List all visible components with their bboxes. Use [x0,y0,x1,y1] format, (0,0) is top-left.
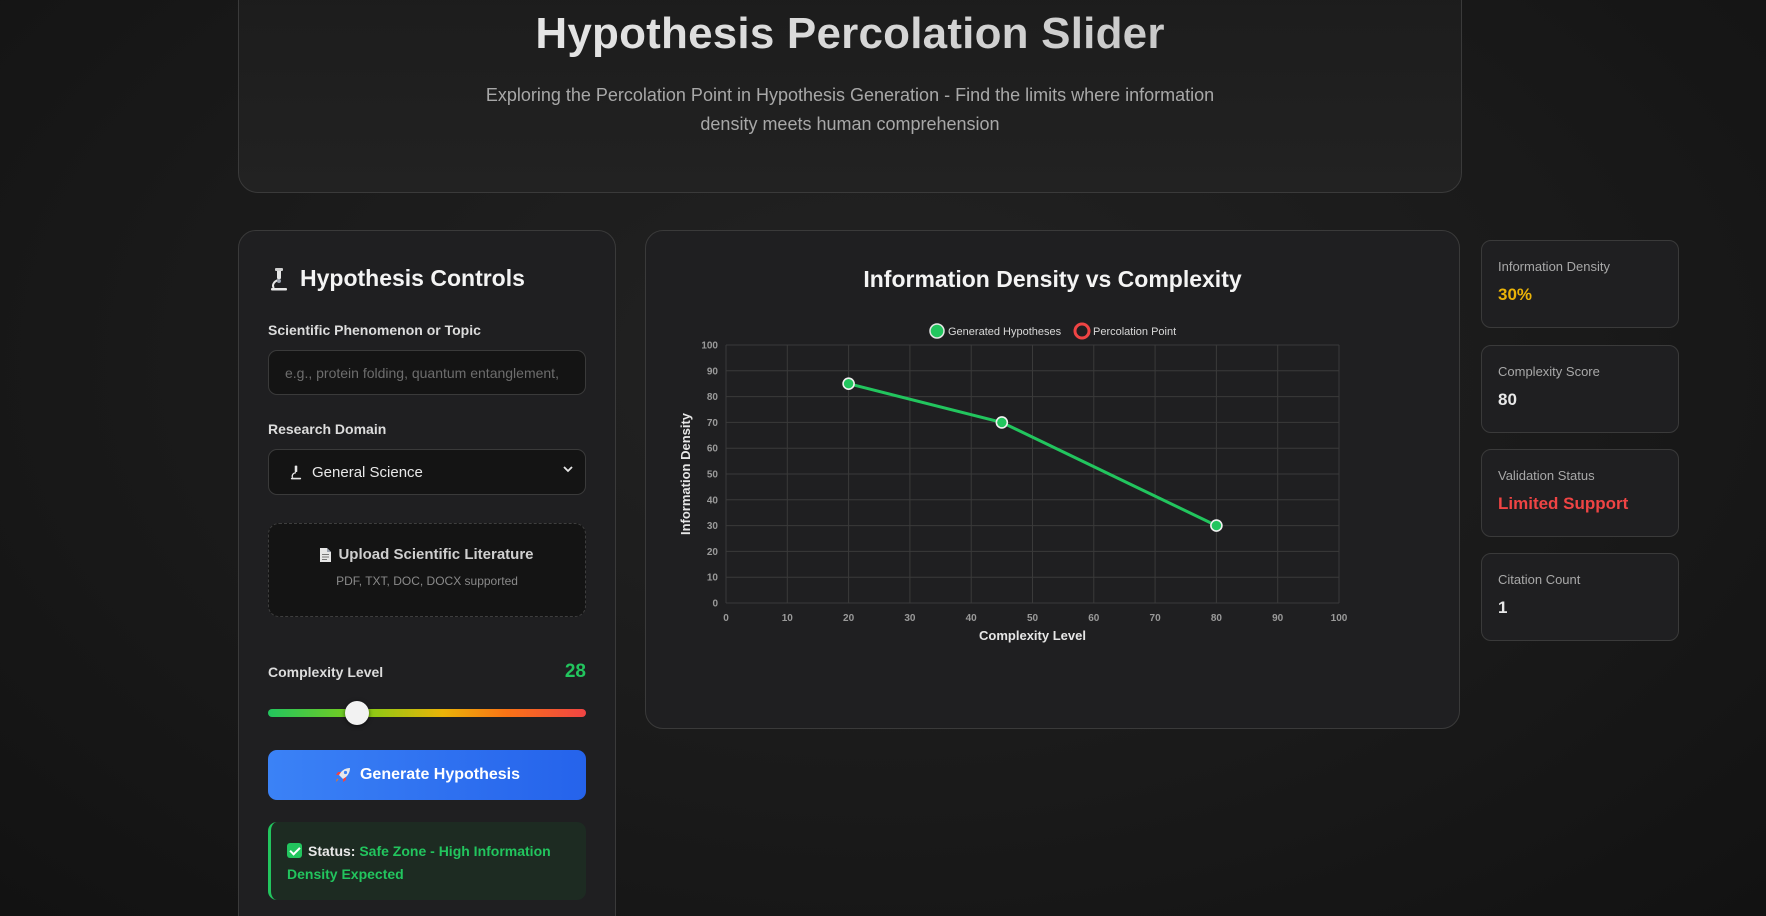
header-card: Hypothesis Percolation Slider Exploring … [238,0,1462,193]
y-axis-label: Information Density [678,412,693,535]
complexity-value: 28 [564,661,586,682]
x-tick-label: 20 [843,613,855,624]
chevron-down-icon [563,466,573,473]
domain-label: Research Domain [268,421,387,437]
legend-label: Percolation Point [1093,326,1176,338]
page-subtitle: Exploring the Percolation Point in Hypot… [485,85,1215,134]
check-icon [287,843,302,858]
page-title: Hypothesis Percolation Slider [239,9,1461,59]
stat-complexity-score: Complexity Score 80 [1481,345,1679,433]
stat-citation-count: Citation Count 1 [1481,553,1679,641]
y-tick-label: 90 [707,366,719,377]
chart-svg: 0 10 20 30 40 50 60 70 80 90 100 0 10 20 30 40 50 60 70 80 9… [678,322,1348,643]
generate-button-label: Generate Hypothesis [359,766,521,783]
x-tick-label: 0 [723,613,729,624]
stat-value: 80 [1498,390,1517,409]
y-tick-label: 100 [701,341,718,352]
chart-card: Information Density vs Complexity 0 10 20 3… [645,230,1460,729]
stat-validation-status: Validation Status Limited Support [1481,449,1679,537]
stat-information-density: Information Density 30% [1481,240,1679,328]
x-tick-label: 50 [1027,613,1039,624]
y-tick-label: 60 [707,444,719,455]
document-icon [320,547,332,562]
rocket-icon [335,768,350,782]
complexity-row: Complexity Level 28 [268,661,586,683]
controls-title-text: Hypothesis Controls [300,265,525,291]
legend-label: Generated Hypotheses [948,326,1062,338]
stat-label: Information Density [1498,259,1610,274]
y-tick-label: 50 [707,470,719,481]
upload-title: Upload Scientific Literature [269,546,585,563]
topic-input[interactable] [268,350,586,395]
status-message: Status: Safe Zone - High Information Den… [268,822,586,900]
topic-label: Scientific Phenomenon or Topic [268,322,481,338]
y-tick-label: 20 [707,547,719,558]
status-text: Safe Zone - High Information Density Exp… [287,843,551,882]
controls-title: Hypothesis Controls [268,265,586,292]
x-tick-label: 90 [1272,613,1284,624]
stat-label: Citation Count [1498,572,1581,587]
controls-panel: Hypothesis Controls Scientific Phenomeno… [238,230,616,916]
x-tick-label: 80 [1211,613,1223,624]
x-axis-label: Complexity Level [979,628,1086,643]
complexity-label: Complexity Level [268,664,384,680]
stat-label: Validation Status [1498,468,1595,483]
x-tick-label: 30 [904,613,916,624]
x-tick-label: 10 [782,613,794,624]
y-tick-label: 80 [707,392,719,403]
x-tick-label: 100 [1331,613,1348,624]
generate-hypothesis-button[interactable]: Generate Hypothesis [268,750,586,800]
stat-value: 30% [1498,285,1533,304]
complexity-slider[interactable] [268,701,586,725]
data-point [995,416,1009,429]
chart-title: Information Density vs Complexity [863,266,1242,292]
data-point [1210,519,1223,532]
upload-dropzone[interactable]: Upload Scientific Literature PDF, TXT, D… [268,523,586,617]
y-tick-label: 0 [712,599,718,610]
x-tick-label: 70 [1150,613,1162,624]
y-tick-label: 10 [707,573,719,584]
legend-marker-percolation [1073,322,1091,340]
status-key: Status: [308,843,356,859]
x-tick-label: 60 [1088,613,1100,624]
complexity-slider-thumb[interactable] [345,701,370,725]
stat-label: Complexity Score [1498,364,1600,379]
domain-select[interactable]: General Science [268,449,586,495]
microscope-icon [271,267,287,290]
y-tick-label: 30 [707,521,719,532]
upload-title-text: Upload Scientific Literature [338,546,534,563]
upload-subtitle: PDF, TXT, DOC, DOCX supported [336,574,518,588]
domain-select-value: General Science [312,463,423,481]
legend-marker-generated [929,323,945,339]
microscope-icon [290,465,302,480]
stat-value: Limited Support [1498,494,1629,513]
stat-value: 1 [1498,598,1508,617]
y-tick-label: 40 [707,495,719,506]
y-tick-label: 70 [707,418,719,429]
data-point [842,377,855,390]
x-tick-label: 40 [966,613,978,624]
